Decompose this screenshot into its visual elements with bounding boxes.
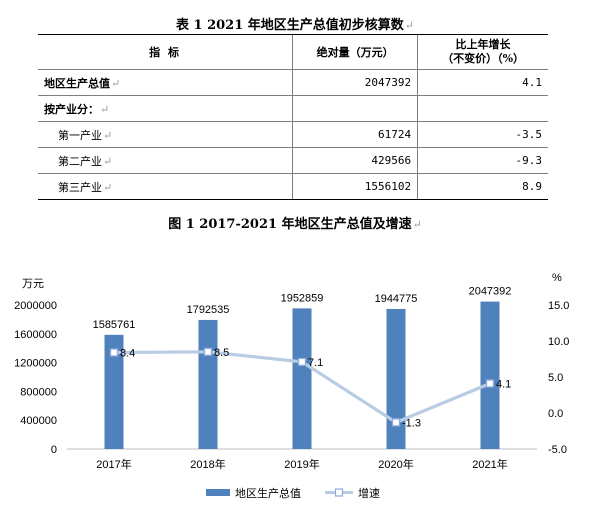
bar-data-label: 1944775 bbox=[375, 293, 418, 305]
table-row: 按产业分：↵ bbox=[38, 95, 548, 122]
paragraph-mark: ↵ bbox=[412, 218, 422, 231]
row-growth: -9.3 bbox=[417, 147, 548, 174]
legend-label-bar: 地区生产总值 bbox=[235, 486, 301, 500]
y-right-tick-label: -5.0 bbox=[548, 444, 567, 456]
bar-data-label: 1952859 bbox=[281, 292, 324, 304]
x-tick-label: 2020年 bbox=[378, 457, 413, 471]
bar-data-label: 1792535 bbox=[187, 304, 230, 316]
growth-data-label: 4.1 bbox=[496, 378, 511, 390]
growth-marker bbox=[391, 418, 401, 427]
growth-data-label: 7.1 bbox=[308, 357, 323, 369]
legend-label-line: 增速 bbox=[358, 486, 380, 500]
x-tick-label: 2019年 bbox=[284, 457, 319, 471]
y-right-tick-label: 10.0 bbox=[548, 336, 569, 348]
row-growth: 8.9 bbox=[417, 173, 548, 200]
bar bbox=[480, 301, 500, 449]
bar bbox=[198, 319, 218, 449]
row-value bbox=[292, 95, 418, 122]
row-value: 1556102 bbox=[292, 173, 418, 200]
y-left-unit: 万元 bbox=[22, 278, 44, 290]
y-right-tick-label: 15.0 bbox=[548, 300, 569, 312]
row-value: 61724 bbox=[292, 121, 418, 148]
bar bbox=[104, 334, 124, 449]
y-left-tick-label: 800000 bbox=[20, 386, 57, 398]
figure-title-text: 图 1 2017-2021 年地区生产总值及增速 bbox=[168, 217, 412, 232]
header-absolute: 绝对量（万元） bbox=[292, 34, 418, 70]
bar bbox=[292, 308, 312, 449]
row-value: 2047392 bbox=[292, 69, 418, 96]
legend-swatch-bar bbox=[206, 489, 230, 496]
header-growth-line2: （不变价）（%） bbox=[442, 52, 525, 65]
row-growth: 4.1 bbox=[417, 69, 548, 96]
table-title: 表 1 2021 年地区生产总值初步核算数↵ bbox=[0, 14, 590, 33]
x-tick-label: 2017年 bbox=[96, 457, 131, 471]
growth-marker bbox=[485, 379, 495, 388]
header-growth: 比上年增长 （不变价）（%） bbox=[417, 34, 548, 70]
row-label: 第一产业↵ bbox=[38, 121, 293, 148]
header-growth-line1: 比上年增长 bbox=[455, 38, 511, 51]
table-row: 第三产业↵ 1556102 8.9 bbox=[38, 173, 548, 200]
table-row: 第二产业↵ 429566 -9.3 bbox=[38, 147, 548, 174]
y-right-unit: % bbox=[552, 272, 562, 284]
x-tick-label: 2018年 bbox=[190, 457, 225, 471]
y-left-tick-label: 1200000 bbox=[14, 358, 57, 370]
bar-data-label: 2047392 bbox=[469, 286, 512, 298]
row-label: 地区生产总值↵ bbox=[38, 69, 293, 96]
growth-marker bbox=[297, 357, 307, 367]
row-label: 第二产业↵ bbox=[38, 147, 293, 174]
bar-data-label: 1585761 bbox=[93, 319, 136, 331]
growth-marker bbox=[109, 348, 119, 357]
gdp-growth-chart: 万元 % 0 400000 800000 1200000 1600000 2000000 -5.… bbox=[14, 272, 569, 500]
growth-data-label: -1.3 bbox=[402, 417, 421, 429]
table-header-row: 指 标 绝对量（万元） 比上年增长 （不变价）（%） bbox=[38, 34, 548, 70]
row-growth bbox=[417, 95, 548, 122]
table-title-text: 表 1 2021 年地区生产总值初步核算数 bbox=[175, 18, 404, 33]
paragraph-mark: ↵ bbox=[404, 19, 415, 32]
growth-data-label: 8.4 bbox=[120, 348, 135, 360]
y-left-tick-label: 2000000 bbox=[14, 300, 57, 312]
y-left-tick-label: 0 bbox=[51, 444, 57, 456]
y-left-tick-label: 1600000 bbox=[14, 329, 57, 341]
y-right-tick-label: 0.0 bbox=[548, 408, 563, 420]
x-tick-label: 2021年 bbox=[472, 457, 507, 471]
row-label: 按产业分：↵ bbox=[38, 95, 293, 122]
bar bbox=[386, 308, 406, 449]
row-label: 第三产业↵ bbox=[38, 173, 293, 200]
y-left-tick-label: 400000 bbox=[20, 415, 57, 427]
figure-title: 图 1 2017-2021 年地区生产总值及增速↵ bbox=[0, 213, 590, 232]
table-row: 地区生产总值↵ 2047392 4.1 bbox=[38, 69, 548, 96]
legend-marker bbox=[334, 488, 344, 497]
header-indicator: 指 标 bbox=[38, 34, 293, 70]
y-right-tick-label: 5.0 bbox=[548, 372, 563, 384]
gdp-table: 指 标 绝对量（万元） 比上年增长 （不变价）（%） 地区生产总值↵ 20473… bbox=[38, 34, 548, 200]
growth-data-label: 8.5 bbox=[214, 347, 229, 359]
row-growth: -3.5 bbox=[417, 121, 548, 148]
row-value: 429566 bbox=[292, 147, 418, 174]
table-row: 第一产业↵ 61724 -3.5 bbox=[38, 121, 548, 148]
growth-marker bbox=[203, 347, 213, 356]
